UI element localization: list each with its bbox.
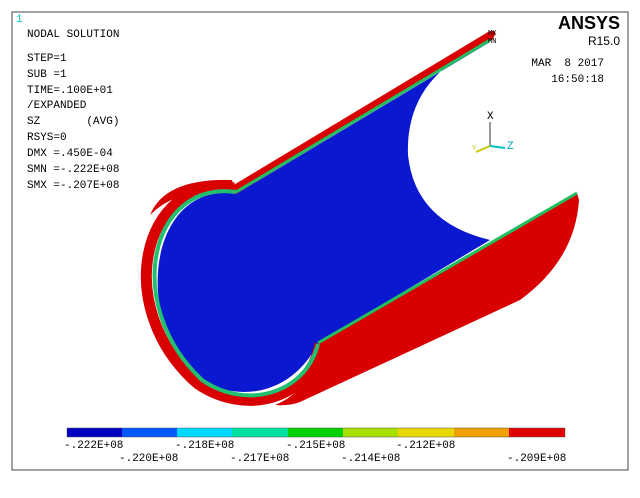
info-line: SZ (AVG)	[27, 116, 119, 128]
info-line: NODAL SOLUTION	[27, 29, 119, 41]
legend-swatch	[122, 428, 178, 437]
info-line: DMX =.450E-04	[27, 148, 113, 160]
brand-name: ANSYS	[558, 13, 620, 33]
front-ring	[152, 189, 320, 398]
info-line: STEP=1	[27, 53, 67, 65]
info-line: /EXPANDED	[27, 100, 87, 112]
bottom-outer	[275, 193, 579, 406]
legend-swatch	[232, 428, 288, 437]
triad-z	[489, 145, 506, 149]
legend-swatch	[177, 428, 233, 437]
info-line: SUB =1	[27, 69, 67, 81]
info-line: SMX =-.207E+08	[27, 180, 119, 192]
max-marker: MX	[488, 30, 497, 38]
info-line: RSYS=0	[27, 132, 67, 144]
triad-y	[475, 145, 491, 153]
legend-swatch	[398, 428, 454, 437]
time: 16:50:18	[551, 74, 604, 86]
legend-labels: -.222E+08-.220E+08-.218E+08-.217E+08-.21…	[64, 440, 566, 465]
legend-swatch	[288, 428, 344, 437]
min-marker: MN	[488, 38, 496, 46]
triad-y-label: Y	[472, 145, 477, 153]
front-ring-outer	[140, 181, 326, 406]
legend-label: -.222E+08	[64, 440, 123, 452]
frame	[11, 11, 629, 471]
info-line: TIME=.100E+01	[27, 85, 113, 97]
legend-label: -.218E+08	[175, 440, 234, 452]
info-line: SMN =-.222E+08	[27, 164, 119, 176]
date: MAR 8 2017	[531, 58, 604, 70]
inner-surface	[157, 42, 490, 392]
legend-label: -.209E+08	[507, 453, 566, 465]
model	[140, 31, 579, 406]
info-block: NODAL SOLUTION STEP=1 SUB =1 TIME=.100E+01 /…	[27, 29, 119, 192]
legend-label: -.214E+08	[341, 453, 400, 465]
window-number: 1	[16, 14, 23, 26]
legend-border	[66, 427, 566, 438]
triad-z-label: Z	[507, 141, 514, 153]
legend-label: -.212E+08	[396, 440, 455, 452]
legend-swatch	[343, 428, 399, 437]
legend-swatch	[509, 428, 565, 437]
top-edge-strip	[232, 31, 496, 194]
legend-label: -.217E+08	[230, 453, 289, 465]
contour-bar	[66, 427, 566, 438]
bottom-edge	[317, 191, 578, 345]
legend-swatch	[67, 428, 123, 437]
top-edge	[235, 38, 491, 194]
legend-label: -.220E+08	[119, 453, 178, 465]
axis-triad: X Y Z	[472, 111, 514, 153]
legend-label: -.215E+08	[286, 440, 345, 452]
brand-version: R15.0	[588, 34, 620, 48]
legend-swatch	[454, 428, 510, 437]
triad-x-label: X	[487, 111, 494, 123]
